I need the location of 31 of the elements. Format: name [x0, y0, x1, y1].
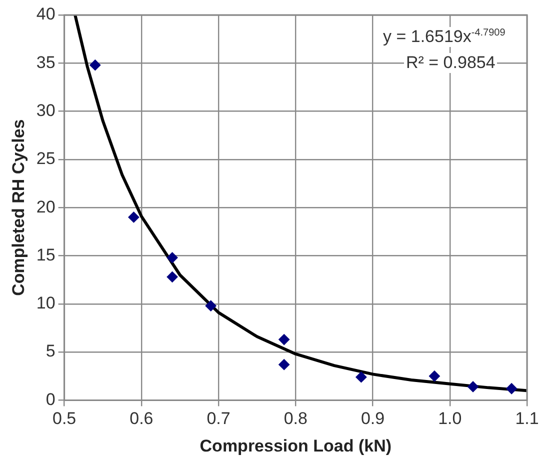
x-tick-label: 0.7	[206, 409, 230, 428]
point	[166, 271, 178, 282]
x-tick-label: 1.0	[438, 409, 462, 428]
y-axis-title: Completed RH Cycles	[8, 119, 28, 296]
point	[128, 212, 140, 223]
x-tick-label: 0.6	[130, 409, 154, 428]
y-tick-label: 30	[36, 100, 56, 120]
x-tick-label: 0.5	[52, 409, 76, 428]
point	[278, 359, 290, 370]
point	[205, 300, 216, 312]
y-tick-label: 15	[36, 245, 56, 264]
x-tick-label: 0.8	[284, 409, 308, 428]
y-tick-label: 35	[36, 52, 56, 72]
y-tick-label: 25	[36, 149, 56, 168]
annotation: y = 1.6519x$^{-4.7909}$	[381, 27, 508, 47]
y-tick-label: 10	[36, 294, 56, 313]
x-tick-label: 0.9	[360, 409, 385, 428]
annotation: R² = 0.9854	[404, 53, 498, 73]
x-axis-title: Compression Load (kN)	[200, 436, 392, 456]
y-tick-label: 5	[46, 342, 56, 361]
point	[506, 383, 518, 394]
x-tick-label: 1.1	[515, 409, 539, 428]
y-tick-label: 20	[36, 197, 56, 216]
point	[166, 252, 178, 264]
y-tick-label: 0	[46, 390, 56, 409]
point	[90, 60, 101, 71]
point	[356, 372, 367, 383]
point	[428, 370, 440, 382]
y-tick-label: 40	[36, 4, 56, 24]
point	[278, 334, 290, 346]
point	[468, 381, 479, 392]
